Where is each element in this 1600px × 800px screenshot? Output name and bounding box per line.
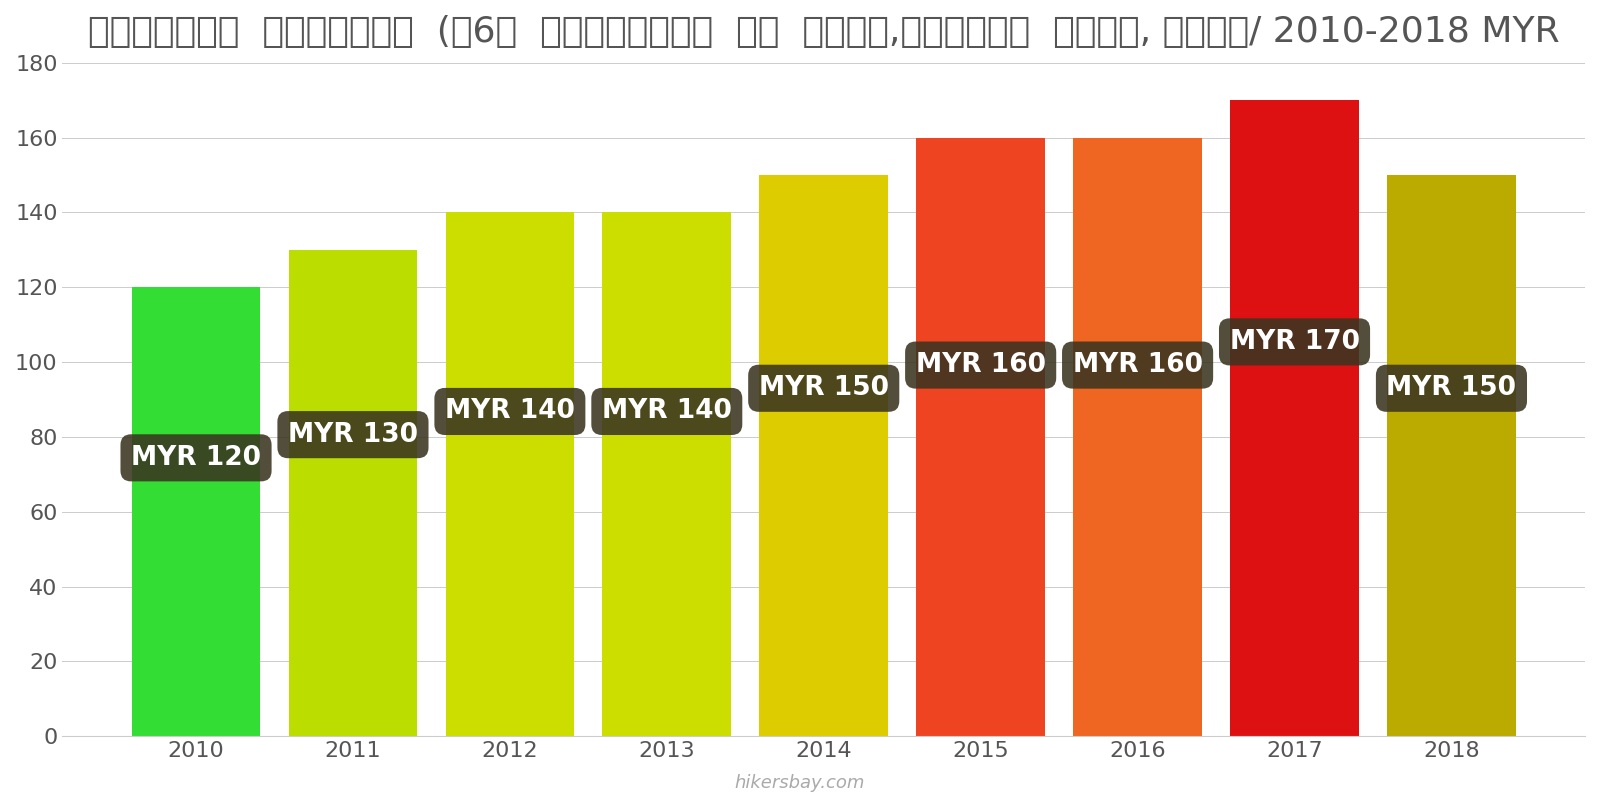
Text: MYR 160: MYR 160 xyxy=(1072,352,1203,378)
Text: MYR 120: MYR 120 xyxy=(131,445,261,471)
Bar xyxy=(760,175,888,736)
Title: मलेशिया  इंटरनेट  (๠6०  एमबीपीएस  या  अधिक,असीमित  डेटा, केबल/ 2010-2018 MYR: मलेशिया इंटरनेट (๠6० एमबीपीएस या अधिक,अस… xyxy=(88,15,1560,49)
Bar xyxy=(603,213,731,736)
Bar xyxy=(288,250,418,736)
Bar xyxy=(1387,175,1515,736)
Text: MYR 130: MYR 130 xyxy=(288,422,418,448)
Text: MYR 170: MYR 170 xyxy=(1229,329,1360,355)
Bar xyxy=(445,213,574,736)
Bar xyxy=(1074,138,1202,736)
Bar xyxy=(917,138,1045,736)
Text: MYR 150: MYR 150 xyxy=(1387,375,1517,402)
Text: MYR 140: MYR 140 xyxy=(602,398,731,425)
Bar xyxy=(1230,100,1358,736)
Text: MYR 150: MYR 150 xyxy=(758,375,888,402)
Bar xyxy=(131,287,261,736)
Text: MYR 140: MYR 140 xyxy=(445,398,574,425)
Text: MYR 160: MYR 160 xyxy=(915,352,1046,378)
Text: hikersbay.com: hikersbay.com xyxy=(734,774,866,792)
